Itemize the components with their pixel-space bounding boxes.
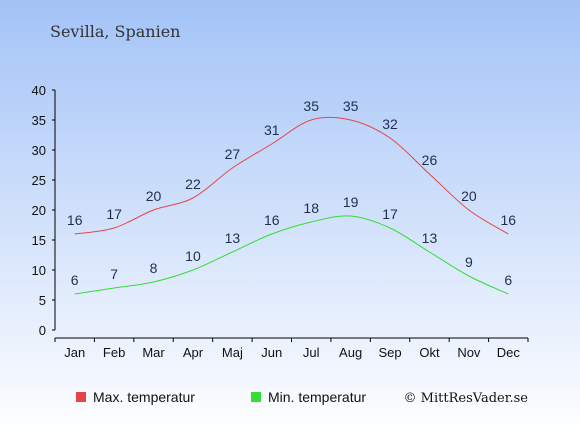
x-tick-label: Mar <box>142 345 165 360</box>
y-tick-label: 10 <box>32 263 46 278</box>
data-label-max: 32 <box>382 116 398 132</box>
y-tick-label: 15 <box>32 233 46 248</box>
legend-swatch-min <box>251 392 261 402</box>
data-label-max: 16 <box>501 212 517 228</box>
x-tick-label: Jun <box>261 345 282 360</box>
series-line-min <box>74 215 509 295</box>
data-label-min: 17 <box>382 206 398 222</box>
data-label-max: 17 <box>106 206 122 222</box>
data-label-min: 7 <box>110 266 118 282</box>
legend-swatch-max <box>76 392 86 402</box>
legend: Max. temperatur Min. temperatur <box>76 389 366 405</box>
x-tick-label: Feb <box>103 345 125 360</box>
x-tick-label: Nov <box>457 345 481 360</box>
y-tick-label: 5 <box>39 293 46 308</box>
data-label-min: 13 <box>225 230 241 246</box>
data-label-max: 22 <box>185 176 201 192</box>
x-tick-label: Dec <box>497 345 521 360</box>
data-label-max: 26 <box>422 152 438 168</box>
data-label-max: 16 <box>67 212 83 228</box>
data-label-min: 16 <box>264 212 280 228</box>
y-tick-label: 30 <box>32 143 46 158</box>
y-axis-ticks: 0 5 10 15 20 25 30 35 40 <box>32 83 55 338</box>
credit-text: © MittResVader.se <box>404 391 529 406</box>
y-tick-label: 0 <box>39 323 46 338</box>
y-tick-label: 40 <box>32 83 46 98</box>
data-label-min: 8 <box>150 260 158 276</box>
chart-title: Sevilla, Spanien <box>50 22 180 41</box>
data-label-min: 6 <box>504 272 512 288</box>
y-tick-label: 35 <box>32 113 46 128</box>
data-label-max: 31 <box>264 122 280 138</box>
data-labels: 16 17 20 22 27 31 35 35 32 26 20 16 6 7 8 10 13 16 18 19 17 1… <box>67 98 516 288</box>
data-label-min: 9 <box>465 254 473 270</box>
y-tick-label: 20 <box>32 203 46 218</box>
data-label-min: 13 <box>422 230 438 246</box>
data-label-max: 27 <box>225 146 241 162</box>
series-line-max <box>74 116 509 235</box>
x-tick-label: Jan <box>64 345 85 360</box>
x-tick-label: Aug <box>339 345 362 360</box>
data-label-max: 20 <box>146 188 162 204</box>
x-tick-label: Maj <box>222 345 243 360</box>
y-tick-label: 25 <box>32 173 46 188</box>
data-label-max: 35 <box>343 98 359 114</box>
x-axis-ticks: Jan Feb Mar Apr Maj Jun Jul Aug Sep Okt Nov Dec <box>54 338 529 360</box>
data-label-max: 20 <box>461 188 477 204</box>
legend-label-min: Min. temperatur <box>268 389 366 405</box>
legend-label-max: Max. temperatur <box>93 389 195 405</box>
data-label-min: 6 <box>71 272 79 288</box>
data-label-min: 19 <box>343 194 359 210</box>
data-label-min: 18 <box>303 200 319 216</box>
data-label-min: 10 <box>185 248 201 264</box>
data-label-max: 35 <box>303 98 319 114</box>
x-tick-label: Okt <box>419 345 440 360</box>
x-tick-label: Sep <box>378 345 401 360</box>
x-tick-label: Apr <box>183 345 204 360</box>
series-lines <box>74 116 509 295</box>
x-tick-label: Jul <box>303 345 320 360</box>
